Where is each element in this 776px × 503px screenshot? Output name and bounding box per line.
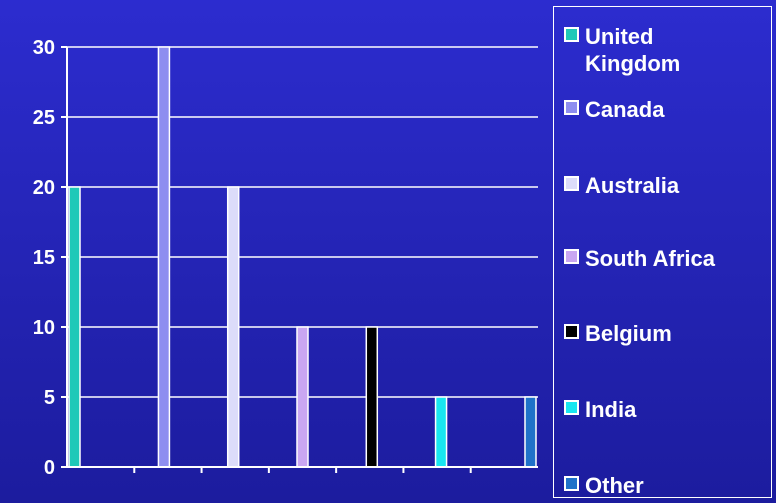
legend-swatch xyxy=(564,27,579,42)
bar-other xyxy=(524,396,537,468)
legend-item-south-africa: South Africa xyxy=(564,245,715,272)
legend-swatch xyxy=(564,176,579,191)
legend-item-united-kingdom: United Kingdom xyxy=(564,23,680,77)
legend-swatch xyxy=(564,249,579,264)
bar-south-africa xyxy=(296,326,309,468)
legend-swatch xyxy=(564,400,579,415)
legend-item-belgium: Belgium xyxy=(564,320,672,347)
y-tick-label: 20 xyxy=(33,177,55,199)
y-tick-labels: 0 5 10 15 20 25 30 xyxy=(33,37,67,479)
legend-swatch xyxy=(564,476,579,491)
bar-united-kingdom xyxy=(68,186,81,468)
y-tick-label: 25 xyxy=(33,107,55,129)
legend-label: India xyxy=(585,397,637,422)
legend: United Kingdom Canada Australia South Af… xyxy=(553,6,772,498)
gridlines xyxy=(67,46,538,398)
legend-label: South Africa xyxy=(585,246,715,271)
y-tick-label: 5 xyxy=(44,387,55,409)
y-tick-label: 15 xyxy=(33,247,55,269)
y-tick-label: 0 xyxy=(44,457,55,479)
bar-australia xyxy=(226,186,240,468)
legend-label: Canada xyxy=(585,97,665,122)
legend-label: United Kingdom xyxy=(585,24,681,76)
legend-item-australia: Australia xyxy=(564,172,679,199)
y-tick-label: 10 xyxy=(33,317,55,339)
y-tick-label: 30 xyxy=(33,37,55,59)
bar-belgium xyxy=(365,326,379,468)
legend-item-other: Other xyxy=(564,472,644,499)
legend-swatch xyxy=(564,324,579,339)
legend-label: Australia xyxy=(585,173,680,198)
bar-canada xyxy=(157,46,171,468)
bars xyxy=(68,46,537,473)
bar-india xyxy=(434,396,448,468)
legend-item-india: India xyxy=(564,396,636,423)
legend-label: Other xyxy=(585,473,644,498)
legend-label: Belgium xyxy=(585,321,672,346)
legend-swatch xyxy=(564,100,579,115)
legend-item-canada: Canada xyxy=(564,96,664,123)
